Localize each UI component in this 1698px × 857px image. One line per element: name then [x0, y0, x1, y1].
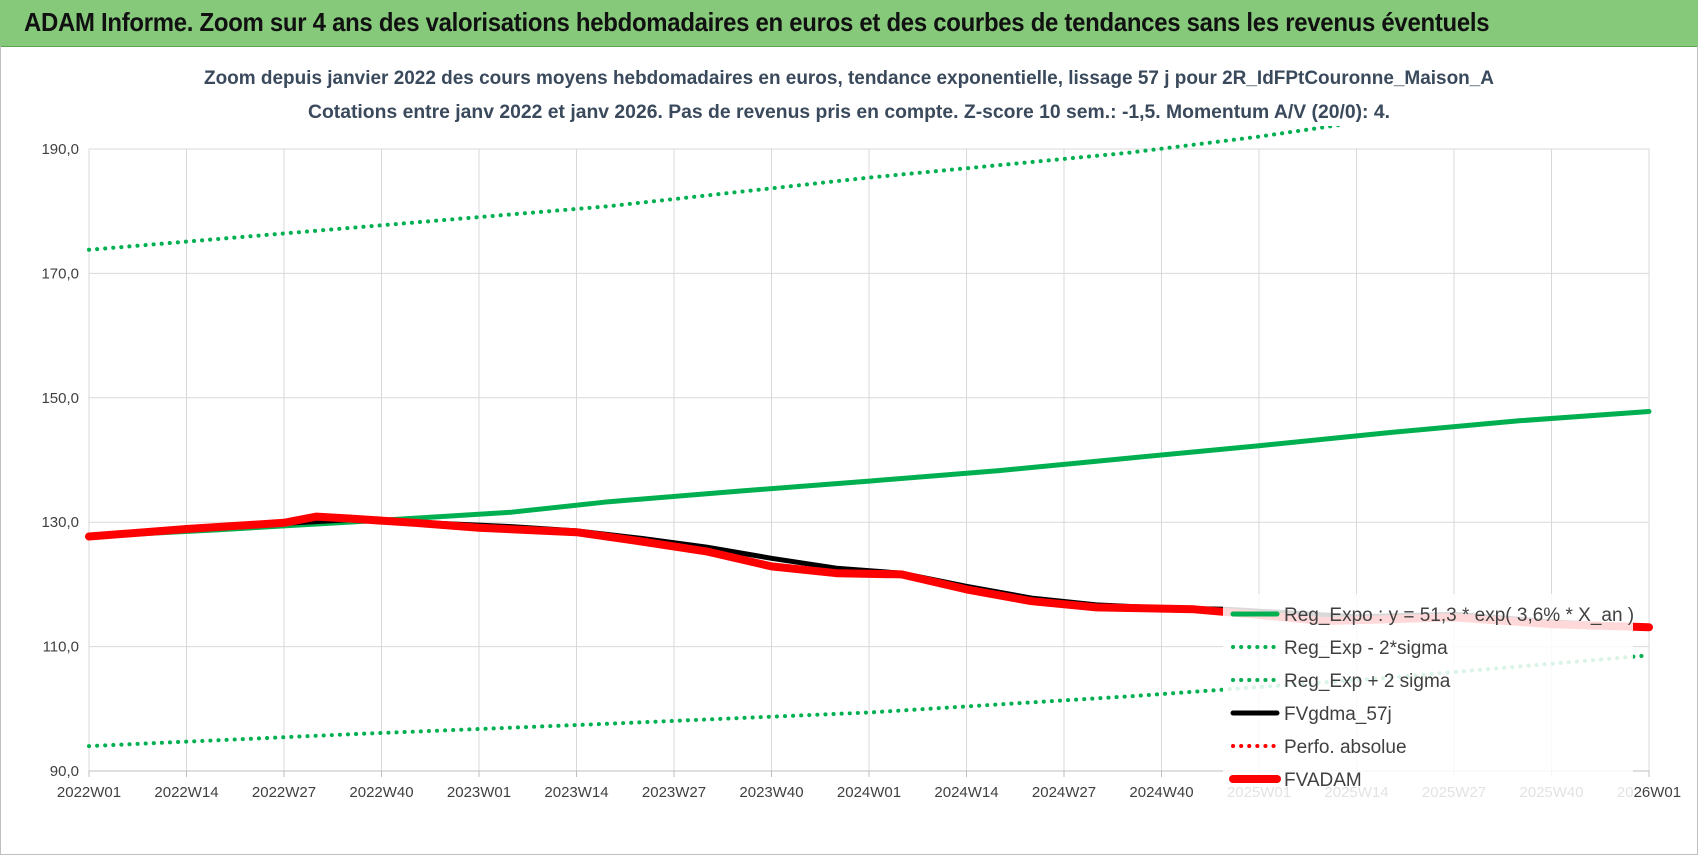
report-banner: ADAM Informe. Zoom sur 4 ans des valoris… — [0, 0, 1698, 47]
x-tick-label: 2023W27 — [642, 784, 706, 801]
x-tick-label: 2022W40 — [349, 784, 413, 801]
legend-label-0: Reg_Expo : y = 51,3 * exp( 3,6% * X_an ) — [1284, 605, 1634, 626]
legend-label-3: FVgdma_57j — [1284, 704, 1392, 725]
legend-label-5: FVADAM — [1284, 770, 1362, 791]
chart-frame: Zoom depuis janvier 2022 des cours moyen… — [0, 46, 1698, 855]
y-tick-label: 150,0 — [41, 390, 79, 407]
x-tick-label: 2022W27 — [252, 784, 316, 801]
series-line-1 — [87, 653, 1651, 749]
series-line-2 — [87, 126, 1347, 252]
x-tick-label: 2024W40 — [1129, 784, 1193, 801]
x-tick-label: 2022W14 — [154, 784, 218, 801]
legend-label-1: Reg_Exp - 2*sigma — [1284, 638, 1448, 659]
chart-title-line-1: Zoom depuis janvier 2022 des cours moyen… — [204, 68, 1494, 89]
y-tick-label: 170,0 — [41, 265, 79, 282]
x-tick-label: 2022W01 — [57, 784, 121, 801]
chart-title-line-2: Cotations entre janv 2022 et janv 2026. … — [308, 102, 1390, 123]
y-tick-label: 110,0 — [43, 639, 79, 656]
legend-label-2: Reg_Exp + 2 sigma — [1284, 671, 1451, 692]
report-banner-title: ADAM Informe. Zoom sur 4 ans des valoris… — [24, 7, 1490, 37]
x-tick-label: 2024W14 — [934, 784, 998, 801]
x-tick-label: 2024W01 — [837, 784, 901, 801]
y-tick-label: 190,0 — [41, 141, 79, 158]
y-axis: 90,0 110,0 130,0 150,0 170,0 190,0 — [41, 141, 79, 780]
legend: Reg_Expo : y = 51,3 * exp( 3,6% * X_an )… — [1223, 594, 1634, 798]
x-tick-label: 2024W27 — [1032, 784, 1096, 801]
y-tick-label: 130,0 — [41, 514, 79, 531]
y-tick-label: 90,0 — [50, 763, 79, 780]
x-tick-label: 2023W01 — [447, 784, 511, 801]
legend-label-4: Perfo. absolue — [1284, 737, 1407, 758]
legend-background — [1223, 594, 1633, 798]
line-chart: Zoom depuis janvier 2022 des cours moyen… — [41, 68, 1681, 801]
x-tick-label: 2023W40 — [739, 784, 803, 801]
x-tick-label: 2023W14 — [544, 784, 608, 801]
